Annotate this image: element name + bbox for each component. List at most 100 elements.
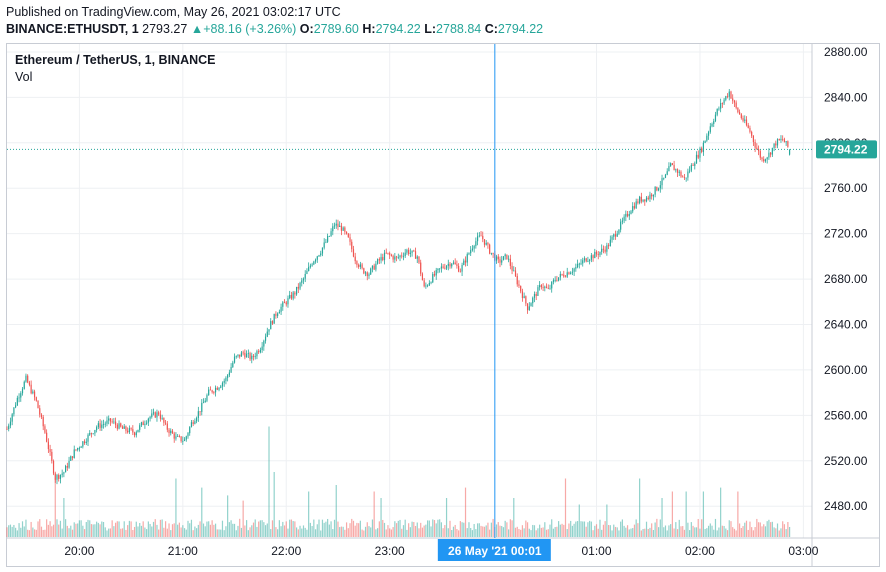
candle-body xyxy=(323,242,325,248)
volume-bar xyxy=(720,487,722,537)
candle-body xyxy=(366,272,368,276)
volume-bar xyxy=(16,530,18,537)
open-value: 2789.60 xyxy=(313,22,359,36)
candle-body xyxy=(532,297,534,304)
candle-body xyxy=(568,272,570,275)
candle-body xyxy=(449,263,451,267)
candle-body xyxy=(382,257,384,261)
candle-body xyxy=(397,257,399,259)
volume-bar xyxy=(587,522,589,537)
candle-body xyxy=(292,292,294,299)
volume-bar xyxy=(13,524,15,537)
candle-body xyxy=(702,142,705,152)
candle-body xyxy=(782,138,784,140)
candle-body xyxy=(46,432,48,442)
candle-body xyxy=(663,177,665,179)
volume-bar xyxy=(75,523,77,537)
volume-bar xyxy=(132,529,134,537)
volume-bar xyxy=(704,528,706,537)
candle-body xyxy=(290,294,293,299)
candle-body xyxy=(673,165,675,171)
candle-body xyxy=(52,460,55,474)
candle-body xyxy=(23,381,25,389)
volume-bar xyxy=(502,527,505,537)
volume-bar xyxy=(433,520,436,537)
candle-body xyxy=(349,237,351,242)
candle-body xyxy=(721,103,723,104)
volume-bar xyxy=(756,518,758,537)
volume-bar xyxy=(325,521,327,537)
volume-bar xyxy=(352,520,355,537)
volume-bar xyxy=(239,518,241,537)
volume-bar xyxy=(63,498,65,537)
chart-frame[interactable] xyxy=(6,43,880,567)
volume-bar xyxy=(82,525,84,537)
candle-body xyxy=(501,260,503,263)
volume-bar xyxy=(194,526,196,537)
candle-body xyxy=(192,422,194,424)
volume-bar xyxy=(671,491,673,537)
candle-body xyxy=(720,103,722,109)
candle-body xyxy=(599,251,601,256)
volume-bar xyxy=(54,478,56,537)
candle-body xyxy=(711,123,713,127)
candle-body xyxy=(37,400,39,409)
volume-bar xyxy=(201,487,203,537)
volume-bar xyxy=(464,487,467,537)
candle-body xyxy=(571,271,573,273)
candle-body xyxy=(690,165,692,171)
volume-bar xyxy=(70,525,72,537)
candle-body xyxy=(730,91,732,99)
candle-body xyxy=(142,422,144,426)
volume-bar xyxy=(501,525,503,537)
candle-body xyxy=(561,273,563,275)
candle-body xyxy=(190,422,193,428)
volume-bar xyxy=(364,526,367,537)
volume-bar xyxy=(37,521,39,537)
candle-body xyxy=(490,252,492,254)
candle-body xyxy=(539,285,541,288)
candle-body xyxy=(147,418,149,423)
volume-bar xyxy=(99,524,101,537)
volume-bar xyxy=(123,521,125,537)
candle-body xyxy=(699,148,701,158)
candle-body xyxy=(544,286,546,288)
candles xyxy=(6,89,791,485)
candle-body xyxy=(439,268,441,270)
volume-bar xyxy=(337,521,339,537)
volume-bar xyxy=(592,530,594,537)
candle-body xyxy=(570,272,572,275)
candle-body xyxy=(609,239,611,247)
candle-body xyxy=(83,441,86,443)
candle-body xyxy=(458,265,460,272)
candle-body xyxy=(337,223,339,227)
volume-bar xyxy=(664,525,667,537)
volume-bar xyxy=(230,520,232,537)
candle-body xyxy=(464,260,467,263)
candle-body xyxy=(109,418,112,422)
candle-body xyxy=(582,260,584,264)
volume-bar xyxy=(516,526,518,537)
volume-bar xyxy=(221,520,224,537)
volume-bar xyxy=(102,521,105,537)
candle-body xyxy=(233,356,236,363)
candle-body xyxy=(177,436,179,437)
candle-body xyxy=(630,211,632,215)
candle-body xyxy=(468,253,470,255)
volume-bar xyxy=(378,521,380,537)
volume-bar xyxy=(313,519,315,537)
volume-bar xyxy=(271,520,274,537)
candle-body xyxy=(280,306,282,312)
volume-bar xyxy=(744,522,746,537)
candle-body xyxy=(732,98,734,101)
candle-body xyxy=(771,147,773,155)
candle-body xyxy=(713,121,715,124)
candle-body xyxy=(361,264,363,269)
volume-bar xyxy=(682,526,684,537)
low-label: L: xyxy=(424,22,437,36)
candle-body xyxy=(387,252,389,254)
volume-bar xyxy=(232,523,234,537)
candle-body xyxy=(506,254,508,260)
volume-bar xyxy=(146,529,148,537)
